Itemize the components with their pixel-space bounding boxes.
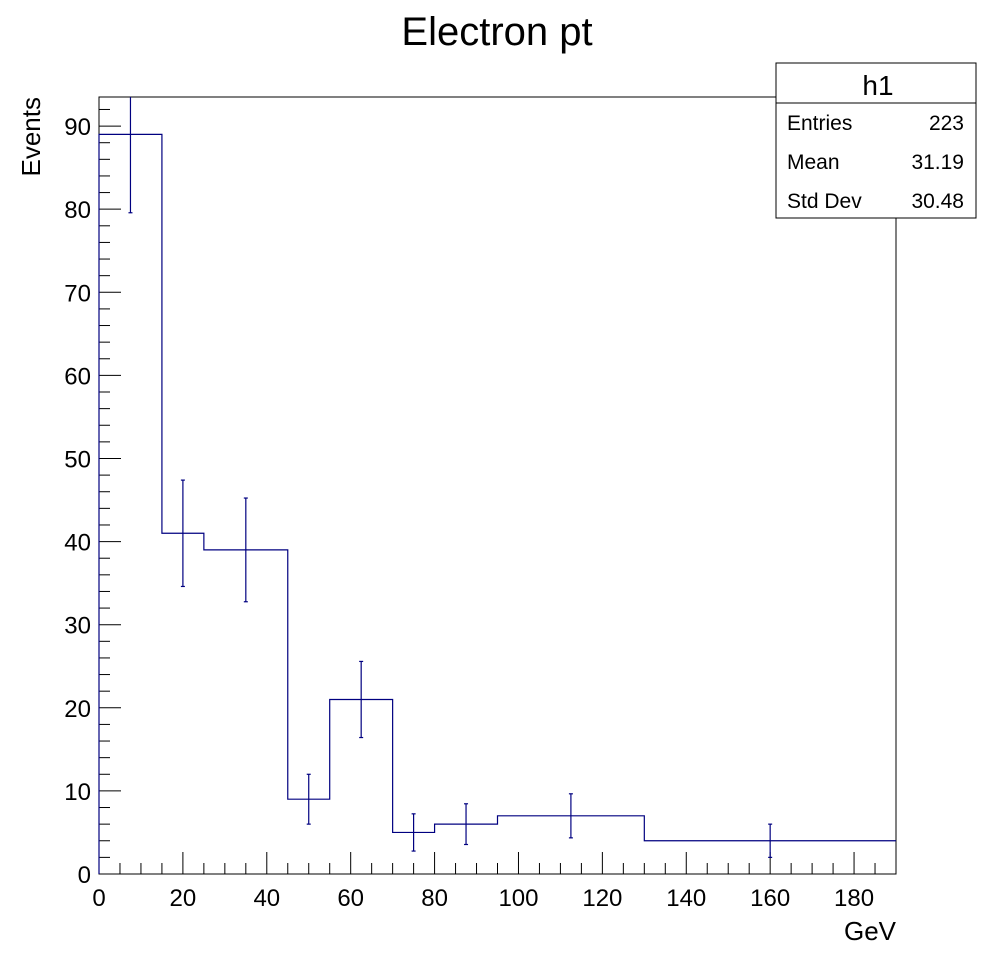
y-tick-label: 0 — [78, 862, 91, 889]
x-tick-label: 0 — [92, 885, 105, 912]
stats-mean-label: Mean — [787, 151, 840, 174]
y-tick-label: 30 — [64, 613, 91, 640]
x-tick-label: 180 — [834, 885, 874, 912]
stats-entries-value: 223 — [929, 112, 964, 135]
stats-box: h1 Entries 223 Mean 31.19 Std Dev 30.48 — [775, 62, 977, 219]
x-tick-label: 20 — [170, 885, 197, 912]
stats-box-frame — [775, 62, 977, 219]
x-axis: 0 20 40 60 80 100 120 140 160 180 — [92, 852, 897, 912]
stats-stddev-value: 30.48 — [911, 190, 964, 213]
y-tick-label: 10 — [64, 779, 91, 806]
x-axis-title: GeV — [844, 916, 897, 946]
stats-entries-label: Entries — [787, 112, 852, 135]
x-tick-label: 140 — [666, 885, 706, 912]
y-tick-label: 40 — [64, 530, 91, 557]
y-tick-label: 50 — [64, 446, 91, 473]
chart-title: Electron pt — [401, 10, 592, 54]
y-tick-label: 90 — [64, 114, 91, 141]
histogram-series — [98, 97, 896, 874]
stats-mean-value: 31.19 — [911, 151, 964, 174]
histogram-outline — [98, 133, 896, 874]
x-tick-label: 80 — [421, 885, 448, 912]
x-tick-label: 100 — [498, 885, 538, 912]
y-tick-label: 80 — [64, 197, 91, 224]
stats-stddev-label: Std Dev — [787, 190, 862, 213]
y-tick-label: 20 — [64, 696, 91, 723]
x-tick-label: 60 — [337, 885, 364, 912]
x-tick-label: 120 — [582, 885, 622, 912]
y-tick-label: 70 — [64, 280, 91, 307]
y-axis-title: Events — [16, 97, 46, 177]
y-tick-label: 60 — [64, 363, 91, 390]
stats-box-title: h1 — [862, 70, 893, 101]
x-tick-label: 160 — [750, 885, 790, 912]
x-tick-label: 40 — [253, 885, 280, 912]
y-axis: 0 10 20 30 40 50 60 70 80 90 — [64, 108, 121, 889]
